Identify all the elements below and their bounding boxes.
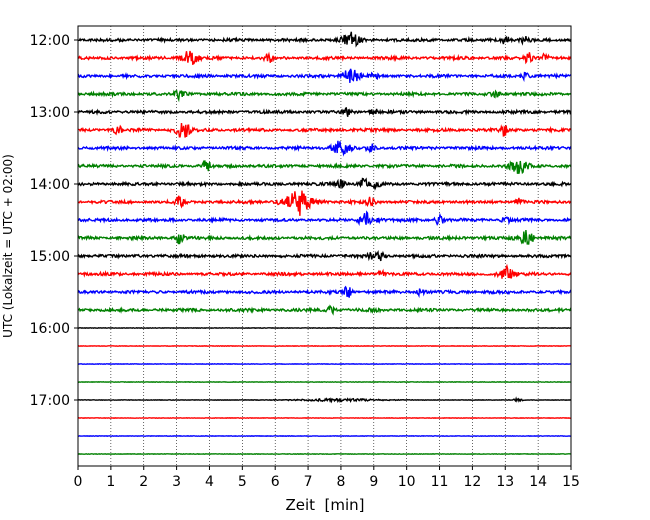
- trace-1330: [77, 140, 572, 157]
- trace-1530: [77, 285, 572, 299]
- trace-1430: [77, 210, 571, 227]
- trace-1315: [77, 123, 572, 138]
- grid-layer: [110, 26, 539, 466]
- y-tick-label: 15:00: [30, 249, 70, 265]
- x-tick-label: 4: [205, 474, 214, 490]
- trace-1215: [77, 50, 572, 65]
- x-tick-label: 2: [139, 474, 148, 490]
- x-tick-label: 5: [238, 474, 247, 490]
- trace-1515: [77, 263, 572, 279]
- trace-1200: [77, 31, 572, 48]
- x-tick-label: 12: [463, 474, 481, 490]
- trace-1445: [77, 230, 572, 245]
- y-tick-label: 12:00: [30, 33, 70, 49]
- y-axis-label: UTC (Lokalzeit = UTC + 02:00): [1, 154, 15, 338]
- y-tick-label: 14:00: [30, 177, 70, 193]
- x-tick-label: 14: [529, 474, 547, 490]
- trace-1300: [77, 106, 572, 117]
- y-tick-label: 13:00: [30, 105, 70, 121]
- trace-1500: [77, 249, 572, 262]
- x-tick-label: 9: [369, 474, 378, 490]
- y-tick-label: 17:00: [30, 393, 70, 409]
- x-tick-label: 15: [562, 474, 580, 490]
- trace-1230: [77, 68, 572, 83]
- x-tick-label: 0: [74, 474, 83, 490]
- x-axis-label: Zeit [min]: [285, 496, 364, 514]
- trace-1545: [77, 304, 572, 316]
- x-tick-label: 7: [304, 474, 313, 490]
- y-tick-label: 16:00: [30, 321, 70, 337]
- x-tick-label: 3: [172, 474, 181, 490]
- trace-1700: [77, 396, 572, 404]
- trace-1415: [77, 190, 572, 216]
- x-tick-label: 13: [496, 474, 514, 490]
- tick-layer: 0 1 2 3 4 5 6 7 8 9 10 11 12 13 14 1512:0013:0014:0015:…: [30, 33, 580, 490]
- plot-frame: [77, 25, 572, 467]
- x-tick-label: 6: [271, 474, 280, 490]
- x-tick-label: 10: [398, 474, 416, 490]
- trace-1400: [77, 177, 572, 191]
- trace-layer: [77, 31, 572, 456]
- x-tick-label: 11: [431, 474, 449, 490]
- x-tick-label: 8: [336, 474, 345, 490]
- x-tick-label: 1: [106, 474, 115, 490]
- trace-1345: [77, 159, 572, 175]
- trace-1245: [77, 89, 572, 103]
